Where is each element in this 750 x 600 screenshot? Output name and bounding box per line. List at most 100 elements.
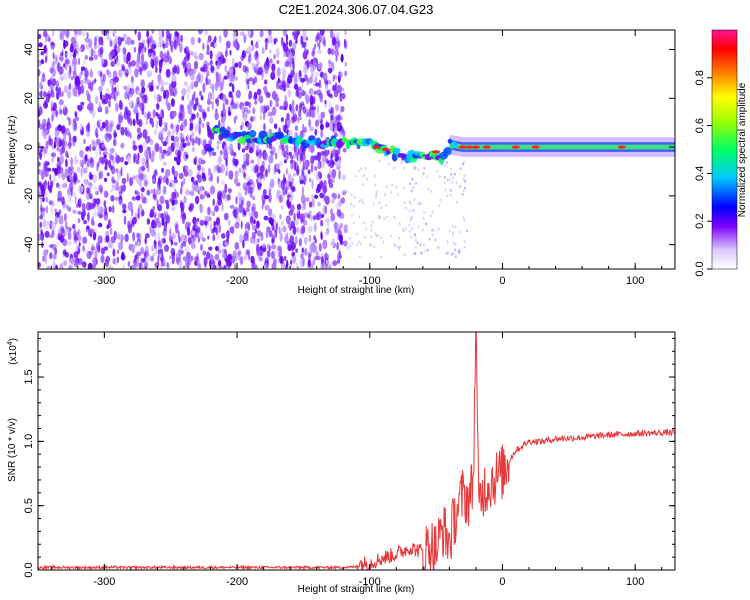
heatmap-speckle [335,203,340,210]
heatmap-speckle [134,30,137,35]
heatmap-speckle [97,235,103,244]
heatmap-speckle [207,235,210,240]
heatmap-speckle [161,57,164,63]
heatmap-speckle [146,189,151,196]
heatmap-speckle [333,222,339,227]
heatmap-speckle [72,87,78,97]
heatmap-speckle [98,156,103,163]
heatmap-speckle [198,157,203,165]
heatmap-speckle [67,166,71,175]
heatmap-speckle [199,219,205,226]
heatmap-speckle [332,74,335,83]
heatmap-speckle [337,114,341,122]
heatmap-speckle [179,42,183,53]
heatmap-speckle [110,164,113,170]
heatmap-speckle [57,190,62,201]
heatmap-speckle [285,168,289,175]
heatmap-speckle [280,36,284,46]
heatmap-speckle [279,232,283,242]
heatmap-speckle [404,227,407,231]
heatmap-speckle [169,227,172,237]
heatmap-speckle [221,202,224,212]
heatmap-speckle [289,155,294,160]
heatmap-speckle [286,259,289,268]
heatmap-speckle [180,181,184,188]
heatmap-speckle [165,37,168,43]
heatmap-speckle [374,183,377,187]
heatmap-speckle [317,171,322,179]
heatmap-speckle [370,243,373,247]
heatmap-speckle [423,243,426,247]
heatmap-speckle [191,234,195,240]
heatmap-speckle [136,127,141,133]
heatmap-speckle [288,151,292,156]
heatmap-speckle [182,256,188,261]
heatmap-speckle [110,195,115,202]
heatmap-speckle [160,80,165,90]
heatmap-speckle [332,122,336,128]
heatmap-speckle [132,144,138,151]
heatmap-speckle [360,198,363,202]
heatmap-speckle [329,94,334,99]
heatmap-speckle [179,104,184,112]
heatmap-speckle [214,98,218,104]
heatmap-speckle [73,177,77,185]
heatmap-speckle [306,59,310,68]
heatmap-speckle [73,261,79,268]
heatmap-speckle [87,262,93,269]
heatmap-speckle [330,198,335,204]
heatmap-speckle [335,115,339,120]
x-tick-label: 100 [626,576,644,588]
heatmap-speckle [54,109,59,116]
heatmap-speckle [206,44,210,52]
snr-scale-note: (x104) [7,338,19,365]
heatmap-speckle [50,180,53,189]
heatmap-speckle [322,72,328,82]
heatmap-speckle [123,85,127,90]
heatmap-speckle [334,227,339,234]
heatmap-speckle [146,146,151,151]
heatmap-speckle [199,90,202,97]
heatmap-speckle [58,209,62,216]
heatmap-speckle [321,35,326,45]
heatmap-speckle [155,112,159,117]
heatmap-speckle [403,253,406,257]
heatmap-speckle [113,132,117,138]
heatmap-speckle [143,250,149,258]
ridge-hotspot [617,145,626,149]
heatmap-speckle [313,56,316,63]
heatmap-speckle [241,148,246,153]
heatmap-speckle [252,78,256,86]
heatmap-speckle [259,30,264,38]
heatmap-speckle [106,88,109,94]
heatmap-speckle [403,186,405,190]
heatmap-speckle [132,140,136,146]
heatmap-speckle [228,219,231,227]
heatmap-speckle [276,176,279,184]
heatmap-speckle [421,228,424,232]
heatmap-speckle [110,91,116,99]
heatmap-speckle [210,172,214,182]
heatmap-speckle [51,78,57,87]
heatmap-speckle [74,195,77,205]
heatmap-speckle [99,71,103,78]
heatmap-speckle [332,84,336,92]
heatmap-speckle [98,85,102,93]
heatmap-speckle [126,83,130,92]
heatmap-speckle [76,30,82,36]
heatmap-speckle [384,193,387,197]
heatmap-speckle [307,169,311,175]
heatmap-speckle [355,174,358,178]
heatmap-speckle [234,170,239,178]
heatmap-speckle [441,163,443,166]
heatmap-speckle [105,230,109,237]
heatmap-speckle [359,167,362,171]
heatmap-speckle [219,265,224,269]
heatmap-speckle [211,86,215,94]
heatmap-speckle [243,172,247,178]
heatmap-speckle [183,195,187,204]
heatmap-speckle [155,65,158,74]
heatmap-speckle [207,78,211,85]
heatmap-speckle [152,109,157,119]
